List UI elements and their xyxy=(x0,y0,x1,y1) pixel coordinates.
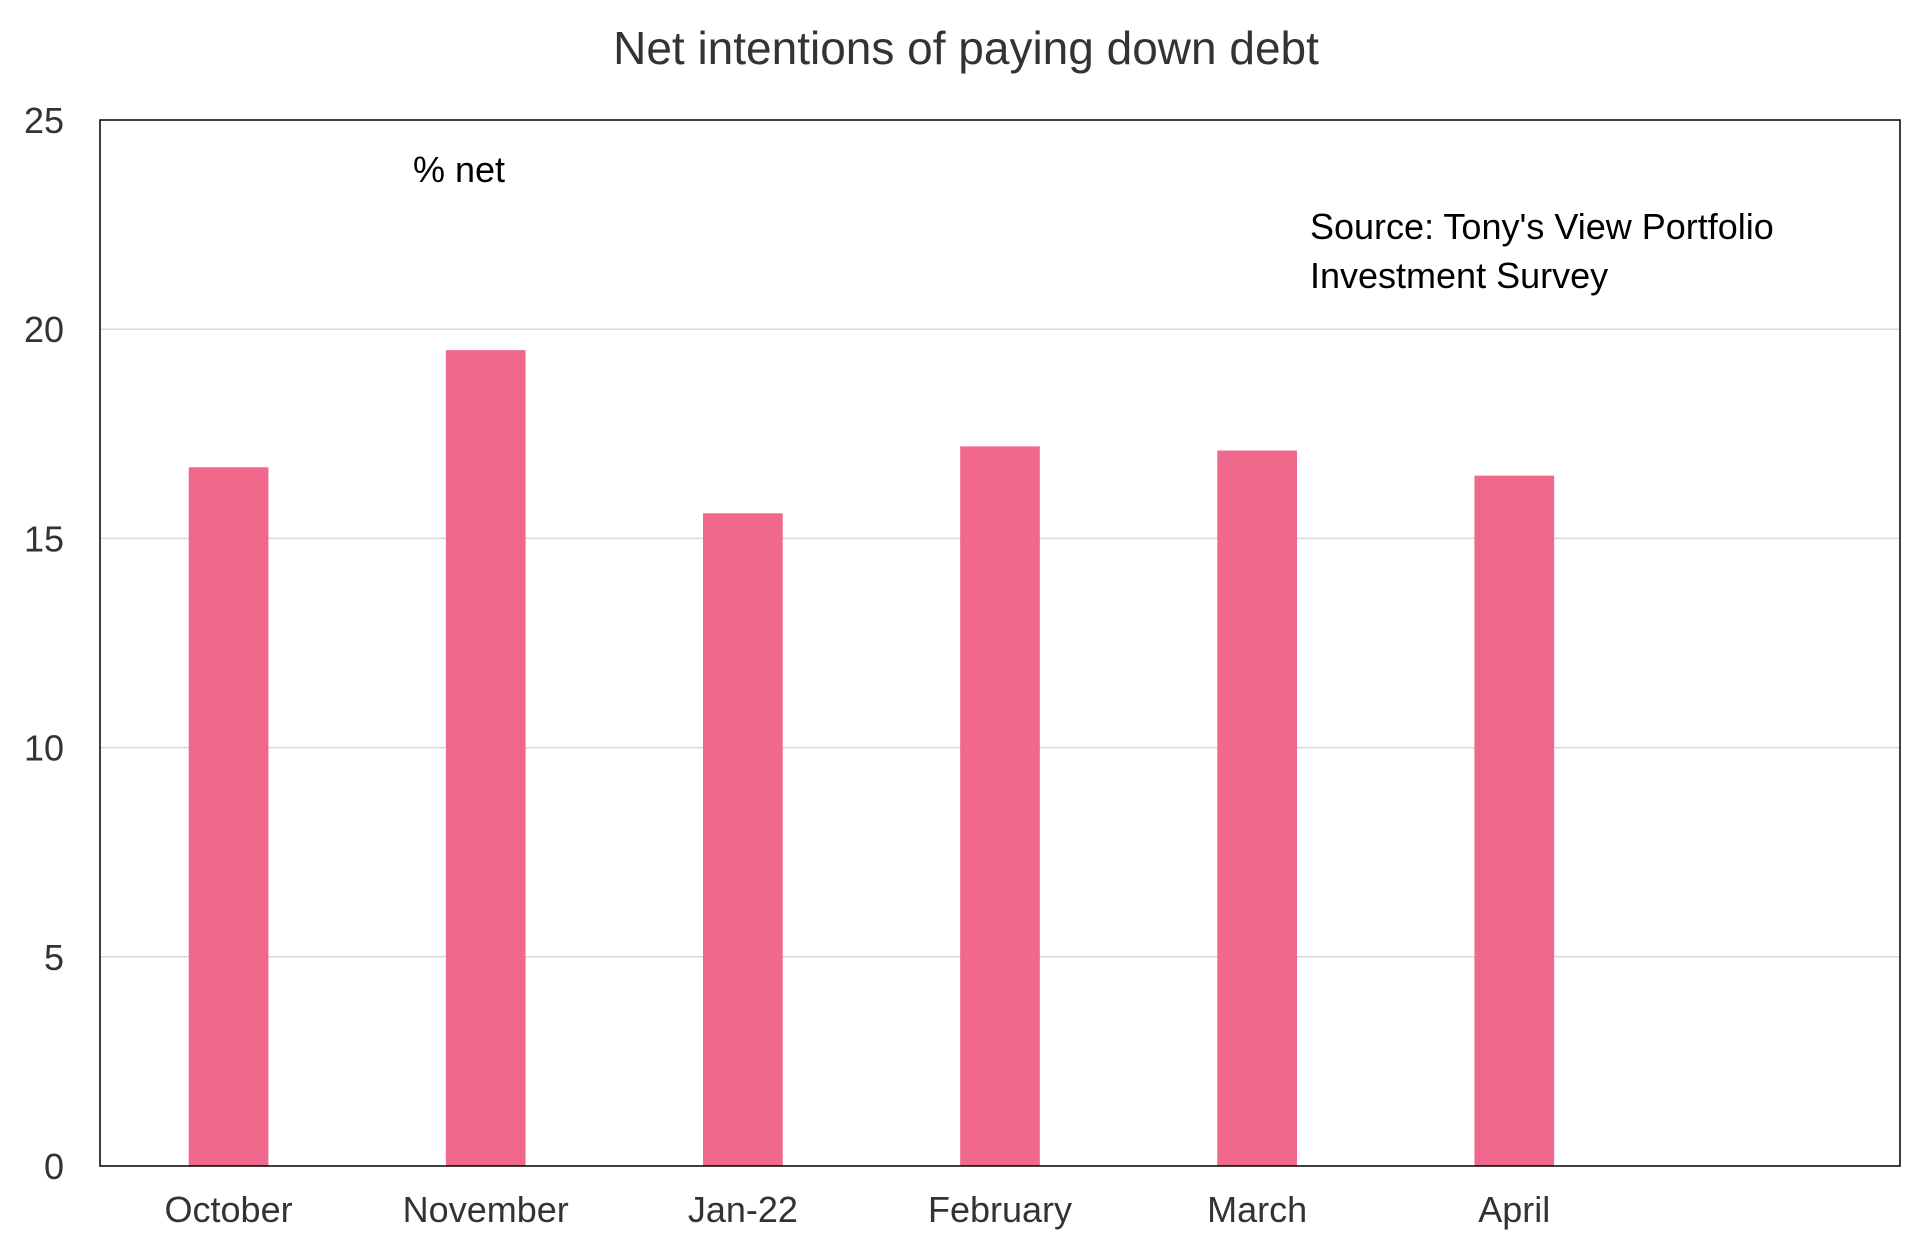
source-note: Source: Tony's View Portfolio Investment… xyxy=(1310,206,1784,296)
x-tick-label: November xyxy=(403,1189,569,1230)
unit-label: % net xyxy=(413,149,505,190)
x-axis-ticks: October November Jan-22 February March April xyxy=(165,1189,1551,1230)
source-note-line-1: Source: Tony's View Portfolio xyxy=(1310,206,1774,247)
x-tick-label: February xyxy=(928,1189,1072,1230)
chart-title: Net intentions of paying down debt xyxy=(613,22,1319,74)
y-tick-label: 20 xyxy=(24,309,64,350)
bar-october xyxy=(188,467,269,1167)
y-tick-label: 0 xyxy=(44,1146,64,1187)
x-tick-label: October xyxy=(165,1189,293,1230)
plot-area-border xyxy=(99,119,1901,1167)
bar-jan-22 xyxy=(703,513,783,1166)
x-tick-label: Jan-22 xyxy=(688,1189,798,1230)
bar-march xyxy=(1217,450,1297,1166)
x-tick-label: March xyxy=(1207,1189,1307,1230)
x-tick-label: April xyxy=(1478,1189,1550,1230)
y-tick-label: 5 xyxy=(44,937,64,978)
bar-april xyxy=(1474,475,1555,1166)
bars xyxy=(188,350,1555,1167)
source-note-line-2: Investment Survey xyxy=(1310,255,1608,296)
y-tick-label: 10 xyxy=(24,728,64,769)
y-tick-label: 15 xyxy=(24,518,64,559)
bar-november xyxy=(445,350,526,1166)
y-axis-ticks: 0 5 10 15 20 25 xyxy=(24,100,64,1187)
y-tick-label: 25 xyxy=(24,100,64,141)
bar-february xyxy=(960,446,1040,1166)
